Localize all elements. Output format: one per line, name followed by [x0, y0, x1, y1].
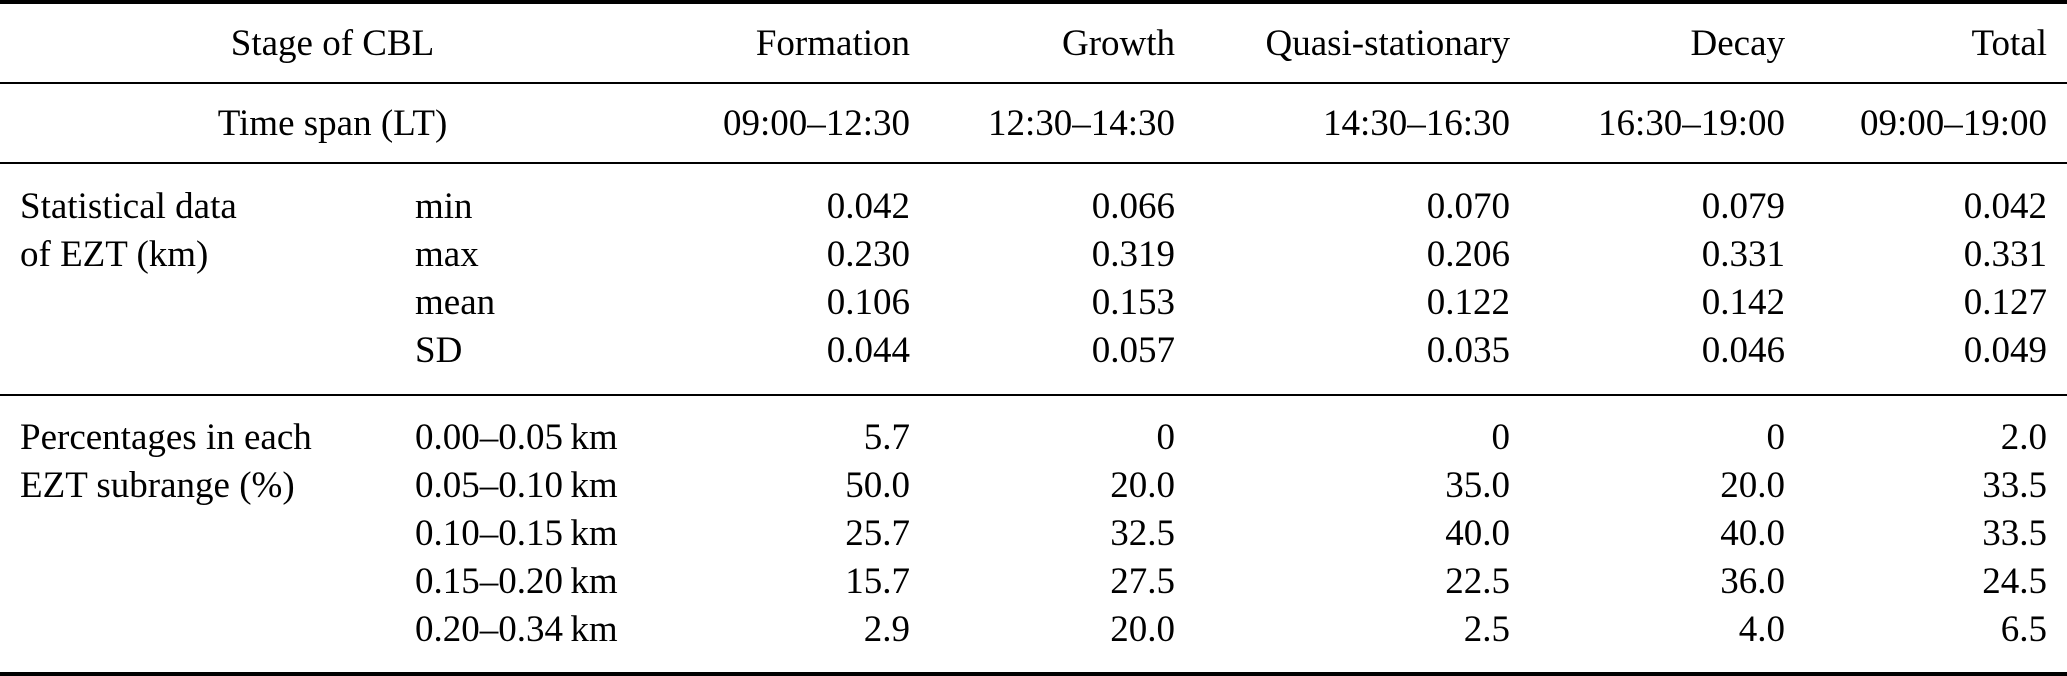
data-cell: 33.5 [1982, 465, 2048, 506]
data-cell: 2.5 [1463, 609, 1511, 650]
data-cell: 0.142 [1701, 282, 1786, 323]
section-label-line: of EZT (km) [20, 234, 209, 275]
timespan-value: 12:30–14:30 [987, 102, 1176, 144]
row-label-subrange: 0.05–0.10 km [415, 465, 618, 506]
header-row: Stage of CBL Formation Growth Quasi-stat… [0, 2, 2067, 83]
data-cell: 0.042 [1963, 186, 2048, 227]
percentages-section: Percentages in each EZT subrange (%) 0.0… [0, 395, 2067, 674]
data-cell: 32.5 [1110, 513, 1176, 554]
data-cell: 15.7 [845, 561, 911, 602]
section-label-line: Statistical data [20, 186, 237, 227]
data-cell: 0.230 [826, 234, 911, 275]
data-cell: 20.0 [1110, 609, 1176, 650]
data-cell: 50.0 [845, 465, 911, 506]
timespan-value: 09:00–12:30 [722, 102, 911, 144]
section-label-line: EZT subrange (%) [20, 465, 295, 506]
data-cell: 0.046 [1701, 330, 1786, 371]
data-cell: 0.331 [1963, 234, 2048, 275]
data-cell: 24.5 [1982, 561, 2048, 602]
table-row: SD 0.044 0.057 0.035 0.046 0.049 [0, 327, 2067, 395]
table-row: 0.20–0.34 km 2.9 20.0 2.5 4.0 6.5 [0, 606, 2067, 674]
data-cell: 0 [1491, 417, 1511, 458]
section-label-line: Percentages in each [20, 417, 312, 458]
data-cell: 0.153 [1091, 282, 1176, 323]
data-cell: 0.319 [1091, 234, 1176, 275]
timespan-value: 16:30–19:00 [1597, 102, 1786, 144]
row-label-subrange: 0.20–0.34 km [415, 609, 618, 650]
table-row: 0.15–0.20 km 15.7 27.5 22.5 36.0 24.5 [0, 558, 2067, 606]
column-header-decay: Decay [1690, 22, 1786, 64]
timespan-row: Time span (LT) 09:00–12:30 12:30–14:30 1… [0, 83, 2067, 163]
row-label-subrange: 0.10–0.15 km [415, 513, 618, 554]
table-row: 0.05–0.10 km 50.0 20.0 35.0 20.0 33.5 [0, 462, 2067, 510]
stage-of-cbl-header: Stage of CBL [230, 22, 435, 64]
data-cell: 5.7 [863, 417, 911, 458]
data-cell: 0.066 [1091, 186, 1176, 227]
data-cell: 0.106 [826, 282, 911, 323]
data-cell: 25.7 [845, 513, 911, 554]
data-cell: 6.5 [2000, 609, 2048, 650]
row-label-mean: mean [415, 282, 496, 323]
column-header-formation: Formation [755, 22, 911, 64]
data-cell: 20.0 [1720, 465, 1786, 506]
row-label-subrange: 0.15–0.20 km [415, 561, 618, 602]
data-cell: 36.0 [1720, 561, 1786, 602]
data-cell: 40.0 [1445, 513, 1511, 554]
data-cell: 20.0 [1110, 465, 1176, 506]
data-cell: 0 [1156, 417, 1176, 458]
table-head: Stage of CBL Formation Growth Quasi-stat… [0, 2, 2067, 163]
column-header-total: Total [1971, 22, 2048, 64]
data-cell: 0.070 [1426, 186, 1511, 227]
section-label-statistics: Statistical data of EZT (km) [0, 163, 415, 395]
section-label-percentages: Percentages in each EZT subrange (%) [0, 395, 415, 674]
data-cell: 27.5 [1110, 561, 1176, 602]
data-cell: 33.5 [1982, 513, 2048, 554]
row-label-max: max [415, 234, 479, 275]
table-row: mean 0.106 0.153 0.122 0.142 0.127 [0, 279, 2067, 327]
data-cell: 2.0 [2000, 417, 2048, 458]
data-cell: 0.042 [826, 186, 911, 227]
data-cell: 0.079 [1701, 186, 1786, 227]
timespan-label: Time span (LT) [217, 102, 448, 144]
column-header-growth: Growth [1061, 22, 1176, 64]
row-label-sd: SD [415, 330, 463, 371]
data-cell: 2.9 [863, 609, 911, 650]
data-cell: 35.0 [1445, 465, 1511, 506]
row-label-subrange: 0.00–0.05 km [415, 417, 618, 458]
row-label-min: min [415, 186, 473, 227]
data-cell: 0.331 [1701, 234, 1786, 275]
data-cell: 0.122 [1426, 282, 1511, 323]
data-cell: 4.0 [1738, 609, 1786, 650]
data-cell: 0.206 [1426, 234, 1511, 275]
data-cell: 0.044 [826, 330, 911, 371]
table-row: 0.10–0.15 km 25.7 32.5 40.0 40.0 33.5 [0, 510, 2067, 558]
data-cell: 0.057 [1091, 330, 1176, 371]
timespan-value: 09:00–19:00 [1859, 102, 2048, 144]
column-header-quasi-stationary: Quasi-stationary [1265, 22, 1511, 64]
data-cell: 0.127 [1963, 282, 2048, 323]
data-cell: 22.5 [1445, 561, 1511, 602]
statistics-section: Statistical data of EZT (km) min 0.042 0… [0, 163, 2067, 395]
data-cell: 40.0 [1720, 513, 1786, 554]
data-cell: 0 [1766, 417, 1786, 458]
table-row: Statistical data of EZT (km) min 0.042 0… [0, 163, 2067, 275]
timespan-value: 14:30–16:30 [1322, 102, 1511, 144]
table-row: max 0.230 0.319 0.206 0.331 0.331 [0, 231, 2067, 279]
data-cell: 0.035 [1426, 330, 1511, 371]
table-row: Percentages in each EZT subrange (%) 0.0… [0, 395, 2067, 506]
data-cell: 0.049 [1963, 330, 2048, 371]
